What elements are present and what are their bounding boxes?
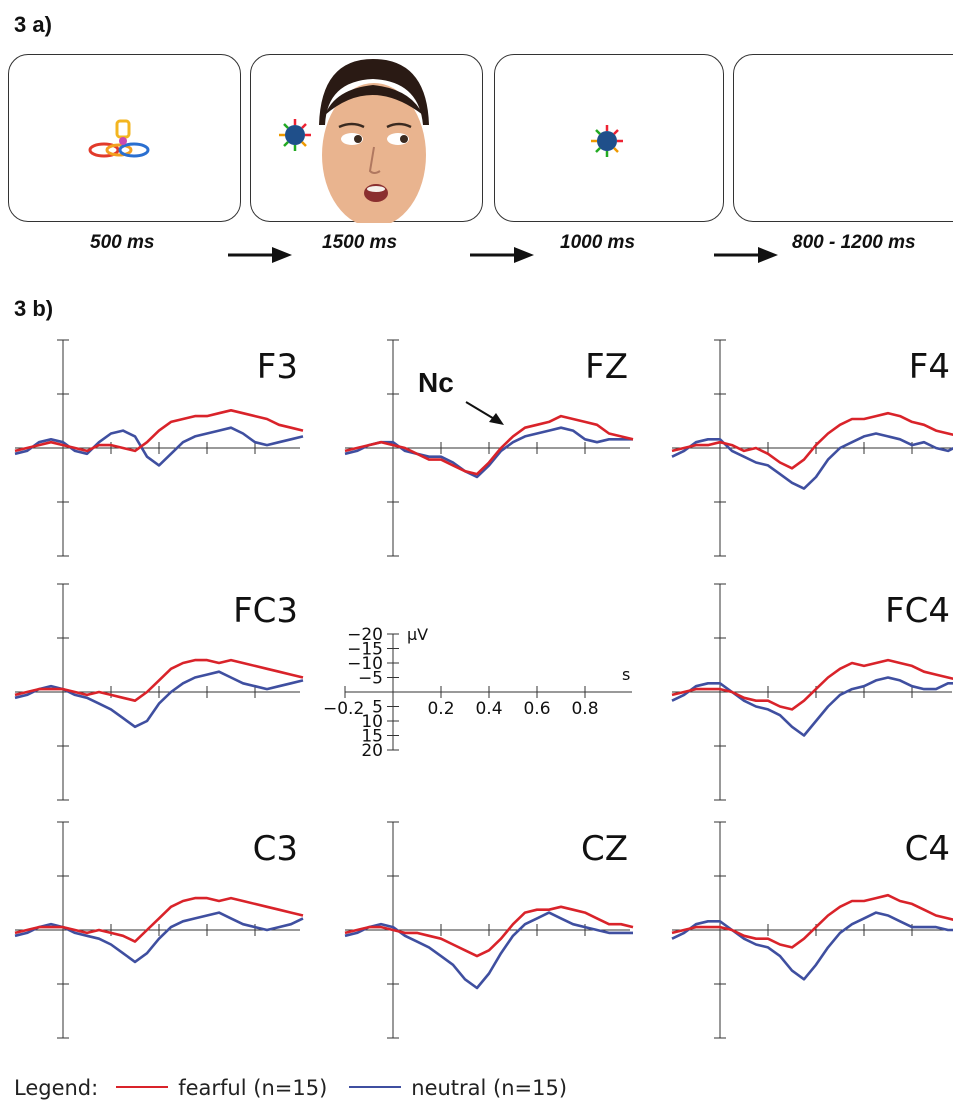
scale-y-tick-label: −15 <box>347 640 383 660</box>
channel-label: F4 <box>909 347 950 387</box>
duration-label-1: 500 ms <box>90 232 155 253</box>
face-stimulus-icon <box>279 59 429 227</box>
right-arrow-icon <box>228 247 292 263</box>
nc-arrowhead <box>489 413 504 425</box>
fearful-series-line <box>14 658 304 703</box>
channel-label: FZ <box>585 347 628 387</box>
scale-y-tick-label: −20 <box>347 625 383 645</box>
channel-label: F3 <box>257 347 298 387</box>
scale-y-tick-label: −5 <box>358 669 383 689</box>
scale-y-tick-label: −10 <box>347 654 383 674</box>
right-arrow-icon <box>714 247 778 263</box>
channel-label: FC4 <box>885 591 950 631</box>
legend-neutral-label: neutral (n=15) <box>411 1076 568 1100</box>
scale-x-tick-label: 0.4 <box>475 699 502 719</box>
channel-label: C3 <box>253 829 298 869</box>
legend-title: Legend: <box>14 1076 99 1100</box>
scale-y-tick-label: 15 <box>361 727 383 747</box>
panel-b-label: 3 b) <box>14 296 54 321</box>
fearful-series-line <box>671 893 953 949</box>
right-arrow-icon <box>470 247 534 263</box>
toy-icon <box>591 125 623 157</box>
stimulus-frame-2 <box>250 54 483 227</box>
toy-icon <box>88 119 150 158</box>
nc-annotation: Nc <box>418 367 454 398</box>
duration-label-3: 1000 ms <box>560 232 636 253</box>
fearful-series-line <box>344 414 634 476</box>
neutral-series-line <box>344 911 633 990</box>
stimulus-frame-1 <box>8 54 241 222</box>
legend-neutral-swatch <box>349 1086 402 1088</box>
neutral-series-line <box>671 911 953 981</box>
legend-fearful-label: fearful (n=15) <box>178 1076 328 1100</box>
scale-x-tick-label: −0.2 <box>323 699 364 719</box>
fearful-series-line <box>344 905 634 958</box>
stimulus-frame-4 <box>733 54 953 222</box>
channel-label: CZ <box>581 829 628 869</box>
fearful-series-line <box>14 409 304 453</box>
scale-y-tick-label: 5 <box>372 698 383 718</box>
channel-label: FC3 <box>233 591 298 631</box>
channel-label: C4 <box>905 829 950 869</box>
nc-arrow-line <box>465 401 497 421</box>
neutral-series-line <box>14 426 304 467</box>
stimulus-frame-3 <box>494 54 724 222</box>
y-unit-label: µV <box>407 625 428 644</box>
duration-label-4: 800 - 1200 ms <box>792 232 916 253</box>
panel-a-label: 3 a) <box>14 12 52 37</box>
fearful-series-line <box>671 411 953 470</box>
neutral-series-line <box>671 432 953 490</box>
x-unit-label: s <box>622 665 630 684</box>
scale-x-tick-label: 0.6 <box>523 699 550 719</box>
neutral-series-line <box>671 676 953 737</box>
duration-label-2: 1500 ms <box>322 232 398 253</box>
scale-x-tick-label: 0.2 <box>427 699 454 719</box>
scale-x-tick-label: 0.8 <box>571 699 598 719</box>
neutral-series-line <box>344 426 633 479</box>
fearful-series-line <box>671 658 953 711</box>
scale-y-tick-label: 10 <box>361 712 383 732</box>
legend-fearful-swatch <box>116 1086 169 1088</box>
legend: Legend: fearful (n=15) neutral (n=15) <box>14 1076 567 1100</box>
scale-y-tick-label: 20 <box>361 741 383 761</box>
fearful-series-line <box>14 896 304 943</box>
